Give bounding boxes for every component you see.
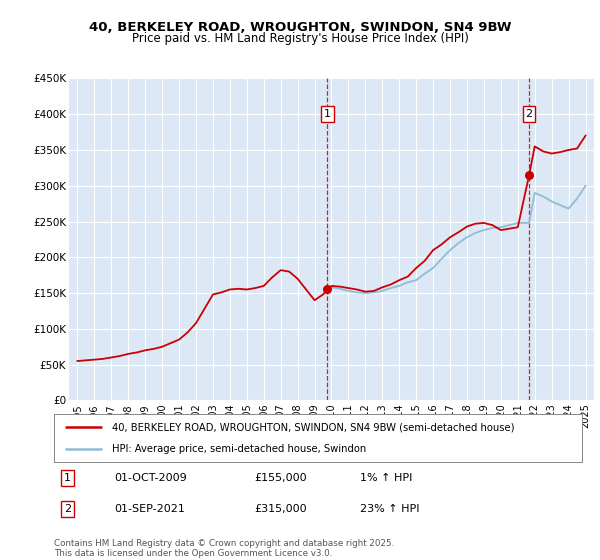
- Text: 01-SEP-2021: 01-SEP-2021: [115, 504, 185, 514]
- Text: 23% ↑ HPI: 23% ↑ HPI: [360, 504, 420, 514]
- Text: Price paid vs. HM Land Registry's House Price Index (HPI): Price paid vs. HM Land Registry's House …: [131, 32, 469, 45]
- Text: 1% ↑ HPI: 1% ↑ HPI: [360, 473, 413, 483]
- Text: £315,000: £315,000: [254, 504, 307, 514]
- Text: £155,000: £155,000: [254, 473, 307, 483]
- Text: 1: 1: [324, 109, 331, 119]
- Text: 01-OCT-2009: 01-OCT-2009: [115, 473, 187, 483]
- Text: 40, BERKELEY ROAD, WROUGHTON, SWINDON, SN4 9BW (semi-detached house): 40, BERKELEY ROAD, WROUGHTON, SWINDON, S…: [112, 422, 515, 432]
- Text: 1: 1: [64, 473, 71, 483]
- Text: Contains HM Land Registry data © Crown copyright and database right 2025.
This d: Contains HM Land Registry data © Crown c…: [54, 539, 394, 558]
- Text: HPI: Average price, semi-detached house, Swindon: HPI: Average price, semi-detached house,…: [112, 444, 367, 454]
- Text: 2: 2: [64, 504, 71, 514]
- Text: 2: 2: [526, 109, 533, 119]
- Text: 40, BERKELEY ROAD, WROUGHTON, SWINDON, SN4 9BW: 40, BERKELEY ROAD, WROUGHTON, SWINDON, S…: [89, 21, 511, 34]
